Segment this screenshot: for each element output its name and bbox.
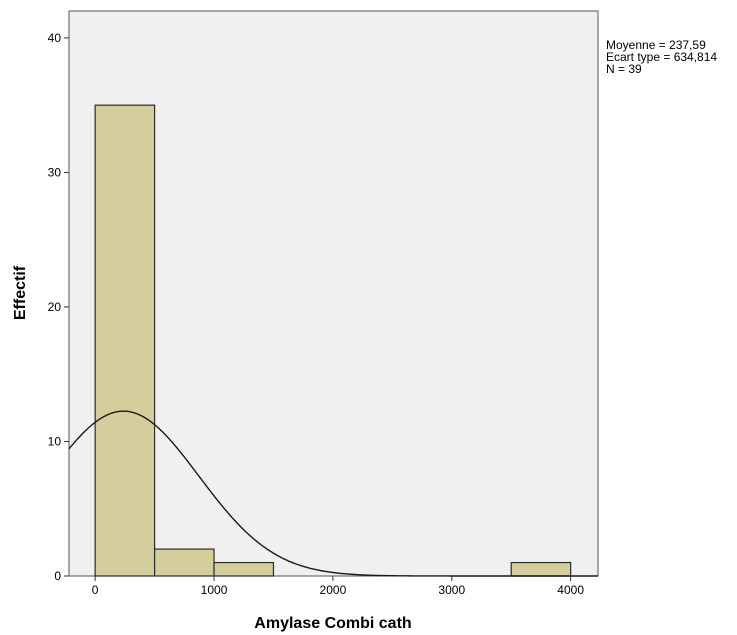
histogram-bar-1 [153, 548, 215, 577]
stats-line-1: Ecart type = 634,814 [606, 50, 717, 64]
y-tick-label-4: 40 [48, 31, 62, 45]
plot-area [68, 10, 599, 577]
histogram-bar-2 [213, 561, 275, 577]
stats-line-0: Moyenne = 237,59 [606, 38, 706, 52]
y-tick-label-1: 10 [48, 434, 62, 448]
y-tick-label-2: 20 [48, 300, 62, 314]
histogram-bar-0 [94, 104, 156, 577]
y-axis-title: Effectif [12, 265, 29, 320]
y-tick-label-0: 0 [54, 569, 61, 583]
x-tick-label-1: 1000 [201, 583, 228, 597]
x-axis-title: Amylase Combi cath [254, 615, 411, 632]
y-tick-label-3: 30 [48, 165, 62, 179]
stats-line-2: N = 39 [606, 62, 642, 76]
y-axis: 0 10 20 30 40 [48, 31, 69, 583]
bars [94, 104, 572, 577]
normal-curve [68, 410, 598, 577]
x-tick-label-3: 3000 [438, 583, 465, 597]
x-tick-label-0: 0 [92, 583, 99, 597]
histogram-bar-3 [510, 561, 572, 577]
x-axis: 0 1000 2000 3000 4000 [92, 576, 584, 597]
x-tick-label-2: 2000 [320, 583, 347, 597]
x-tick-label-4: 4000 [557, 583, 584, 597]
